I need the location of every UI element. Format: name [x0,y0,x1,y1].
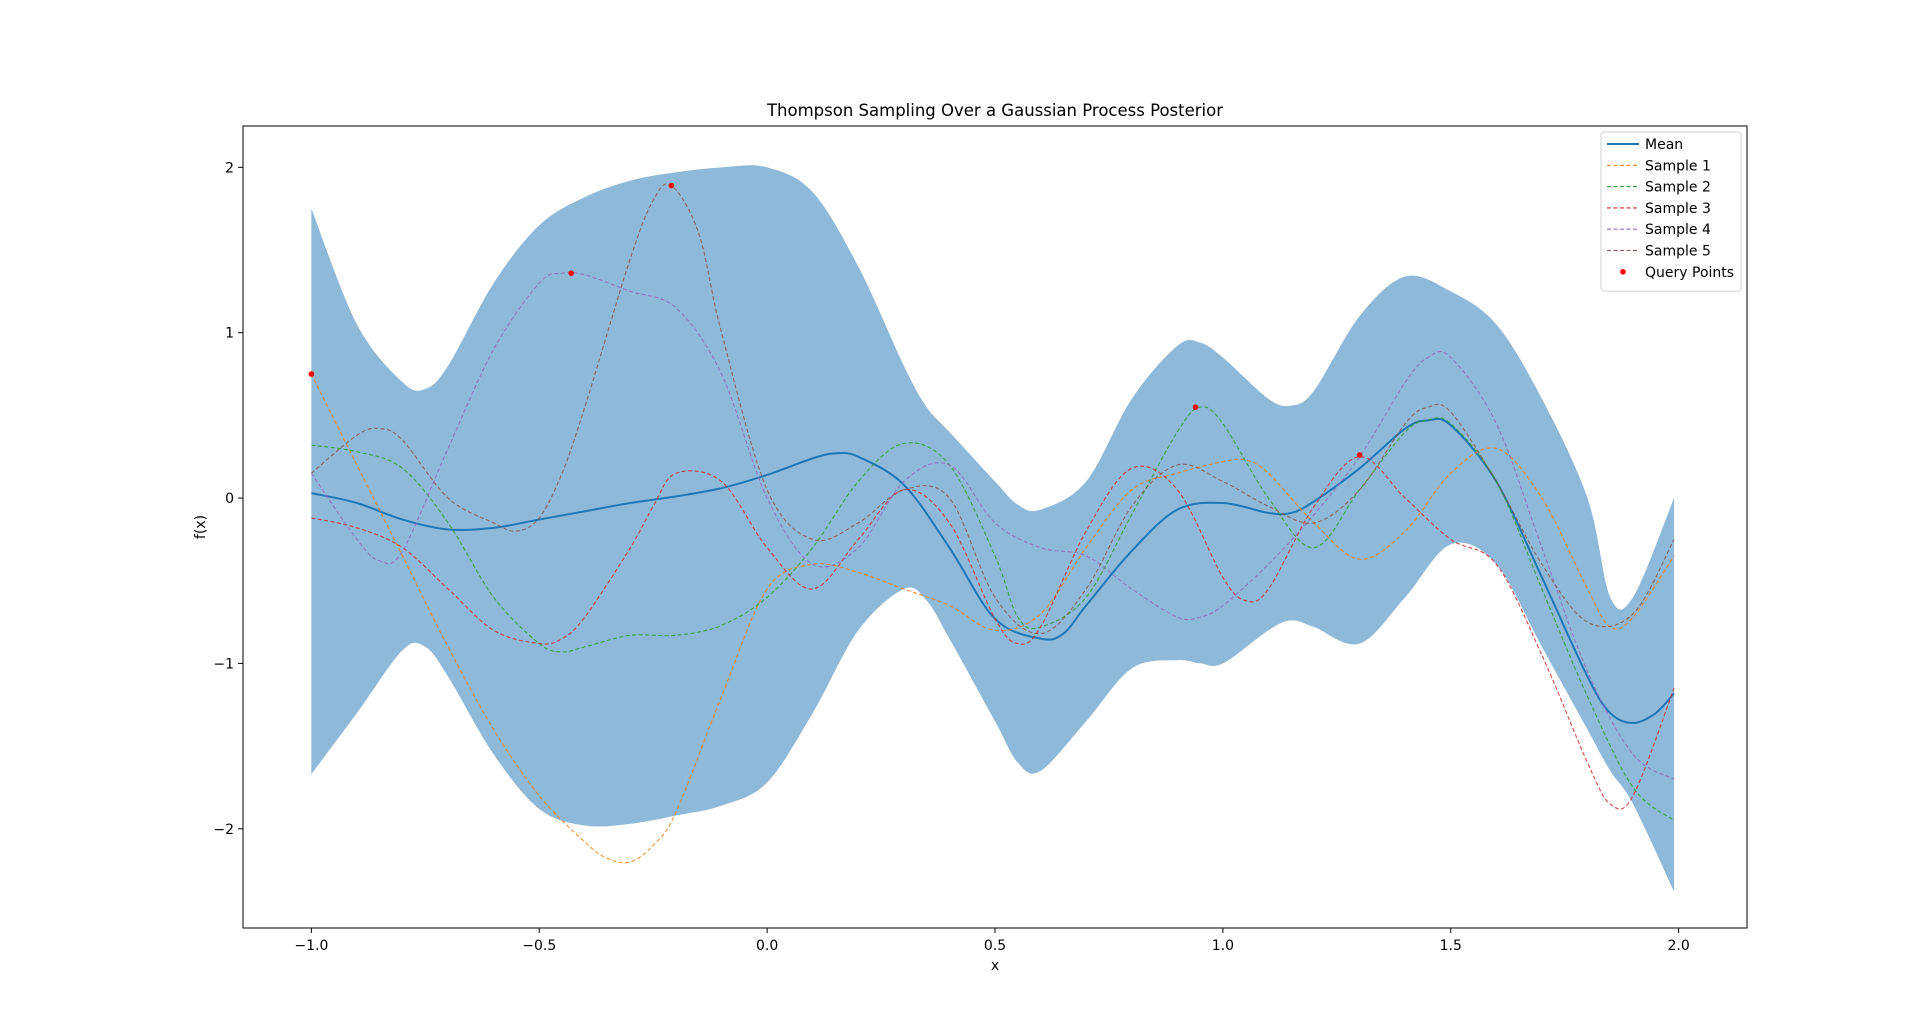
y-tick-label: 1 [225,326,234,342]
series-line-sample-2 [311,406,1675,821]
x-tick-label: −0.5 [522,938,556,954]
y-axis-label: f(x) [193,515,209,539]
series-line-sample-5 [311,183,1675,635]
query-points-layer [308,182,1363,458]
x-tick-label: 2.0 [1668,938,1690,954]
legend-label-query-points: Query Points [1645,265,1734,281]
x-axis-label: x [991,958,999,974]
legend-label-mean: Mean [1645,137,1683,153]
legend: Mean Sample 1 Sample 2 Sample 3 Sample 4 Samp… [1600,131,1742,292]
query-point [308,371,315,377]
x-tick-label: 0.5 [984,938,1006,954]
legend-label-sample-2: Sample 2 [1645,180,1711,196]
query-point [1192,404,1199,410]
legend-label-sample-1: Sample 1 [1645,158,1711,174]
query-point [568,270,574,276]
y-tick-label: 0 [225,491,234,507]
x-tick-label: 1.0 [1212,938,1234,954]
series-line-mean [311,417,1675,724]
series-layer [310,183,1675,864]
confidence-band [311,165,1675,892]
legend-label-sample-5: Sample 5 [1645,244,1711,260]
query-point [1356,452,1363,458]
legend-swatch-query-points [1620,269,1626,275]
series-line-sample-1 [310,373,1675,864]
legend-box [1600,131,1742,292]
legend-label-sample-3: Sample 3 [1645,201,1711,217]
y-axis: −2 −1 0 1 2 [213,160,243,838]
y-tick-label: 2 [225,160,234,176]
series-line-sample-4 [310,271,1675,780]
x-axis: −1.0 −0.5 0.0 0.5 1.0 1.5 2.0 [294,928,1690,954]
chart-title: Thompson Sampling Over a Gaussian Proces… [766,101,1223,120]
x-tick-label: 0.0 [756,938,778,954]
y-tick-label: −2 [213,822,234,838]
y-tick-label: −1 [213,656,234,672]
confidence-band-layer [311,165,1675,892]
series-line-sample-3 [311,456,1675,810]
query-point [668,182,675,189]
x-tick-label: 1.5 [1440,938,1462,954]
x-tick-label: −1.0 [294,938,328,954]
legend-label-sample-4: Sample 4 [1645,222,1711,238]
